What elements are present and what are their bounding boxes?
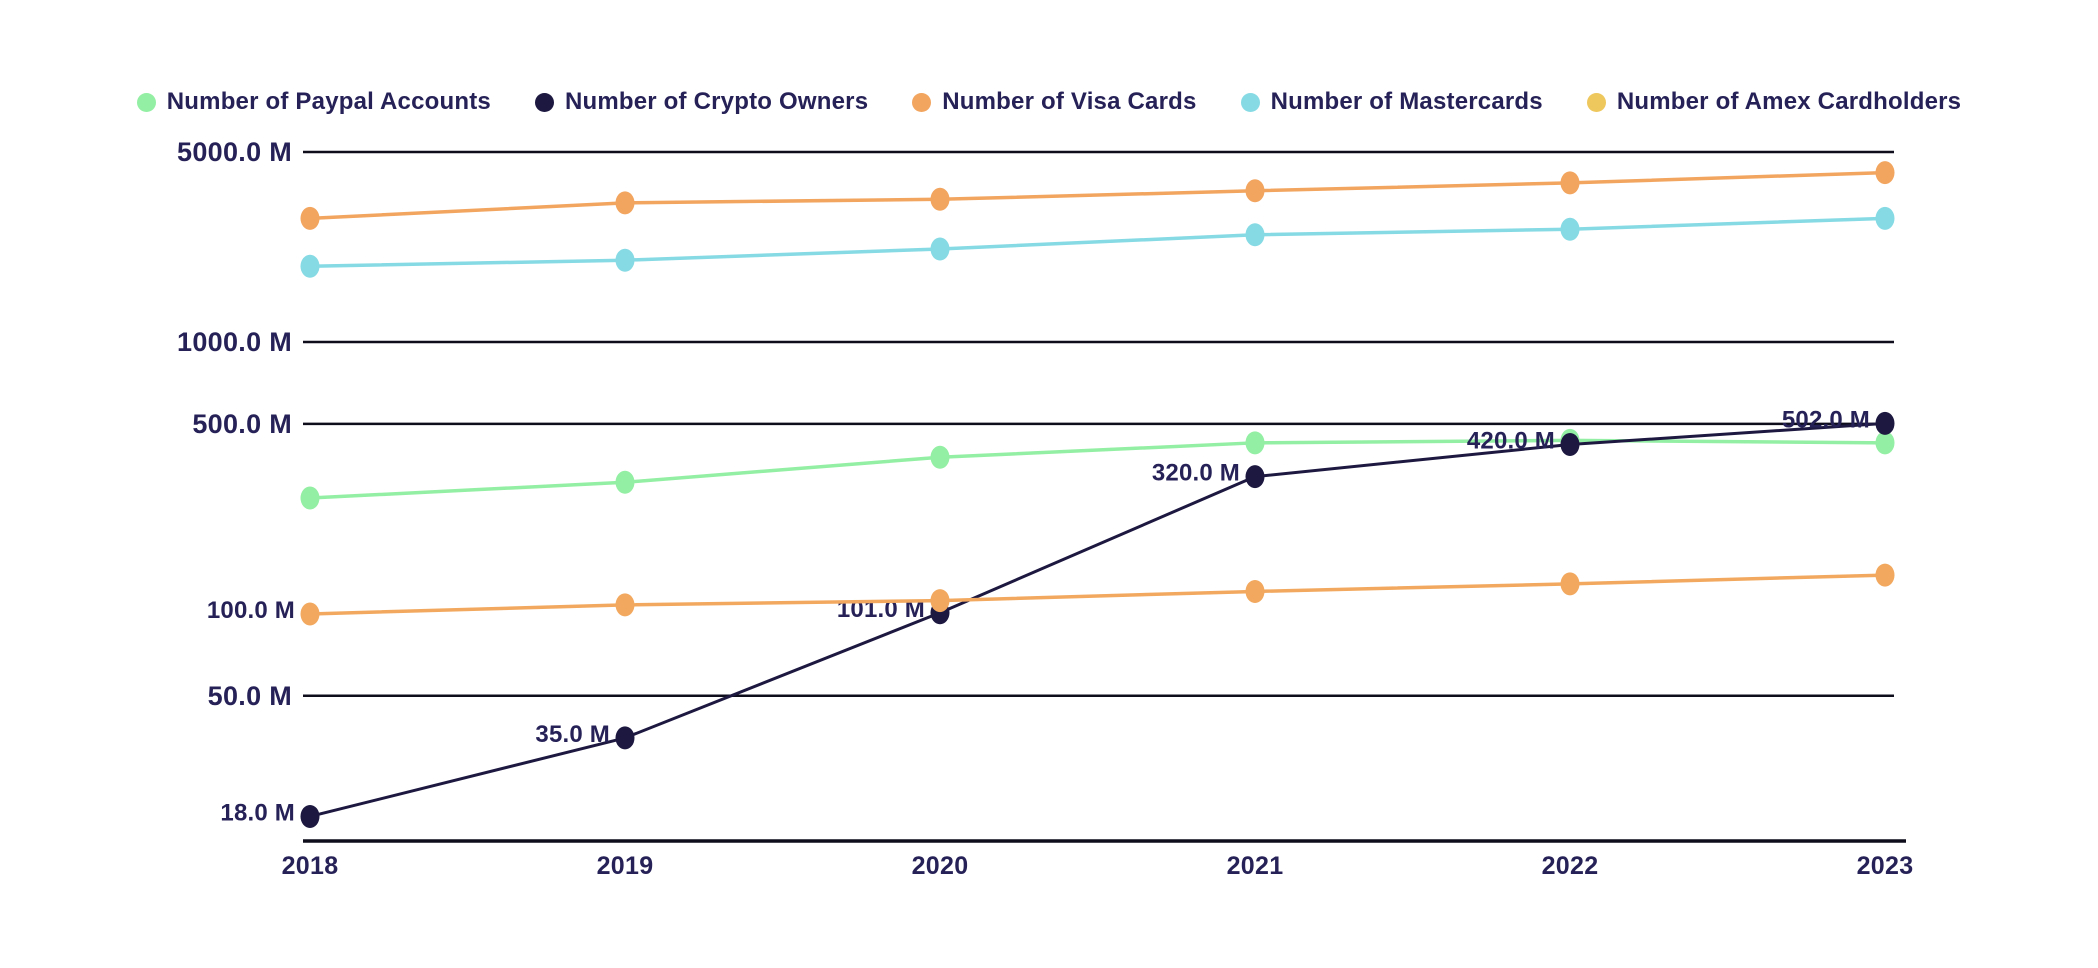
legend-item-2[interactable]: Number of Crypto Owners: [534, 88, 869, 116]
data-point-label: 320.0 M: [1152, 460, 1240, 487]
data-point: [1245, 465, 1265, 489]
series-line-1: [308, 438, 1887, 500]
data-point: [300, 804, 320, 828]
y-axis-tick-label: 1000.0 M: [177, 327, 292, 357]
legend-swatch-icon: [1586, 92, 1606, 112]
data-point: [930, 237, 950, 261]
data-point: [615, 248, 635, 272]
legend-item-3[interactable]: Number of Visa Cards: [912, 88, 1196, 116]
legend-item-label: Number of Crypto Owners: [564, 88, 869, 115]
data-point: [615, 191, 635, 215]
data-point: [1560, 572, 1580, 596]
data-point: [300, 206, 320, 230]
x-axis-tick-label: 2023: [1857, 852, 1914, 880]
data-point: [615, 593, 635, 617]
data-point-label: 502.0 M: [1782, 406, 1870, 433]
data-point: [1245, 223, 1265, 247]
data-point: [1560, 171, 1580, 195]
data-point: [1560, 432, 1580, 456]
legend-item-label: Number of Mastercards: [1270, 88, 1543, 115]
legend-item-label: Number of Amex Cardholders: [1616, 88, 1962, 115]
data-point: [1560, 217, 1580, 241]
data-point: [1875, 161, 1895, 185]
data-point: [300, 254, 320, 278]
legend-swatch-icon: [912, 92, 932, 112]
data-point: [930, 445, 950, 469]
y-axis-tick-label: 500.0 M: [192, 409, 292, 439]
x-axis-tick-label: 2020: [912, 852, 969, 880]
legend-item-5[interactable]: Number of Amex Cardholders: [1586, 88, 1962, 116]
legend-item-label: Number of Visa Cards: [942, 88, 1197, 115]
data-point: [1245, 431, 1265, 455]
data-point: [930, 187, 950, 211]
data-point: [1245, 179, 1265, 203]
legend-item-4[interactable]: Number of Mastercards: [1240, 88, 1543, 116]
legend-swatch-icon: [534, 92, 554, 112]
x-axis-tick-label: 2018: [282, 852, 339, 880]
data-point-label: 420.0 M: [1467, 427, 1555, 454]
legend-item-label: Number of Paypal Accounts: [166, 88, 491, 115]
x-axis-tick-label: 2022: [1542, 852, 1599, 880]
legend-swatch-icon: [136, 92, 156, 112]
data-point: [1875, 563, 1895, 587]
data-point: [615, 470, 635, 494]
legend-swatch-icon: [1240, 92, 1260, 112]
data-point: [1875, 411, 1895, 435]
x-axis-tick-label: 2021: [1227, 852, 1284, 880]
data-point: [1245, 579, 1265, 603]
data-point: [930, 589, 950, 613]
data-point: [1875, 431, 1895, 455]
series-line-5: [308, 573, 1887, 616]
series-line-3: [308, 170, 1887, 221]
y-axis-tick-label: 5000.0 M: [177, 137, 292, 167]
data-point: [300, 486, 320, 510]
legend-item-1[interactable]: Number of Paypal Accounts: [136, 88, 491, 116]
y-axis-tick-label: 50.0 M: [208, 681, 292, 711]
data-point: [300, 602, 320, 626]
data-point-label: 18.0 M: [220, 799, 295, 826]
data-point: [1875, 206, 1895, 230]
series-line-4: [308, 216, 1887, 269]
data-point-label: 100.0 M: [207, 597, 295, 624]
x-axis-tick-label: 2019: [597, 852, 654, 880]
data-point-label: 35.0 M: [535, 721, 610, 748]
series-line-2: [308, 421, 1887, 818]
data-point: [615, 726, 635, 750]
chart-legend: Number of Paypal Accounts Number of Crypt…: [0, 88, 2098, 116]
